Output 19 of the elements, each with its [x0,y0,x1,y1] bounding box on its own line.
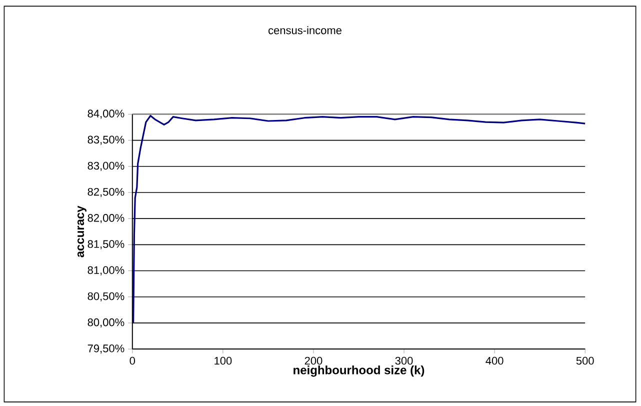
y-tick-label: 82,00% [88,214,124,224]
x-tick-label: 0 [130,356,136,365]
x-tick-label: 100 [214,356,232,365]
y-tick-label: 79,50% [88,344,124,354]
y-tick-label: 80,00% [88,318,124,328]
y-tick-label: 82,50% [88,188,124,197]
x-tick-label: 400 [486,356,504,365]
x-tick-label: 500 [576,356,594,365]
y-tick-label: 81,50% [88,240,124,250]
y-axis-title: accuracy [78,206,86,258]
y-tick-label: 81,00% [88,266,124,276]
y-tick-label: 83,00% [88,162,124,171]
chart-title: census-income [268,26,342,34]
y-tick-label: 84,00% [88,110,124,119]
x-tick-label: 200 [304,356,322,365]
y-tick-label: 80,50% [88,292,124,302]
x-axis-title: neighbourhood size (k) [294,365,424,377]
x-tick-label: 300 [395,356,413,365]
y-tick-label: 83,50% [88,136,124,145]
